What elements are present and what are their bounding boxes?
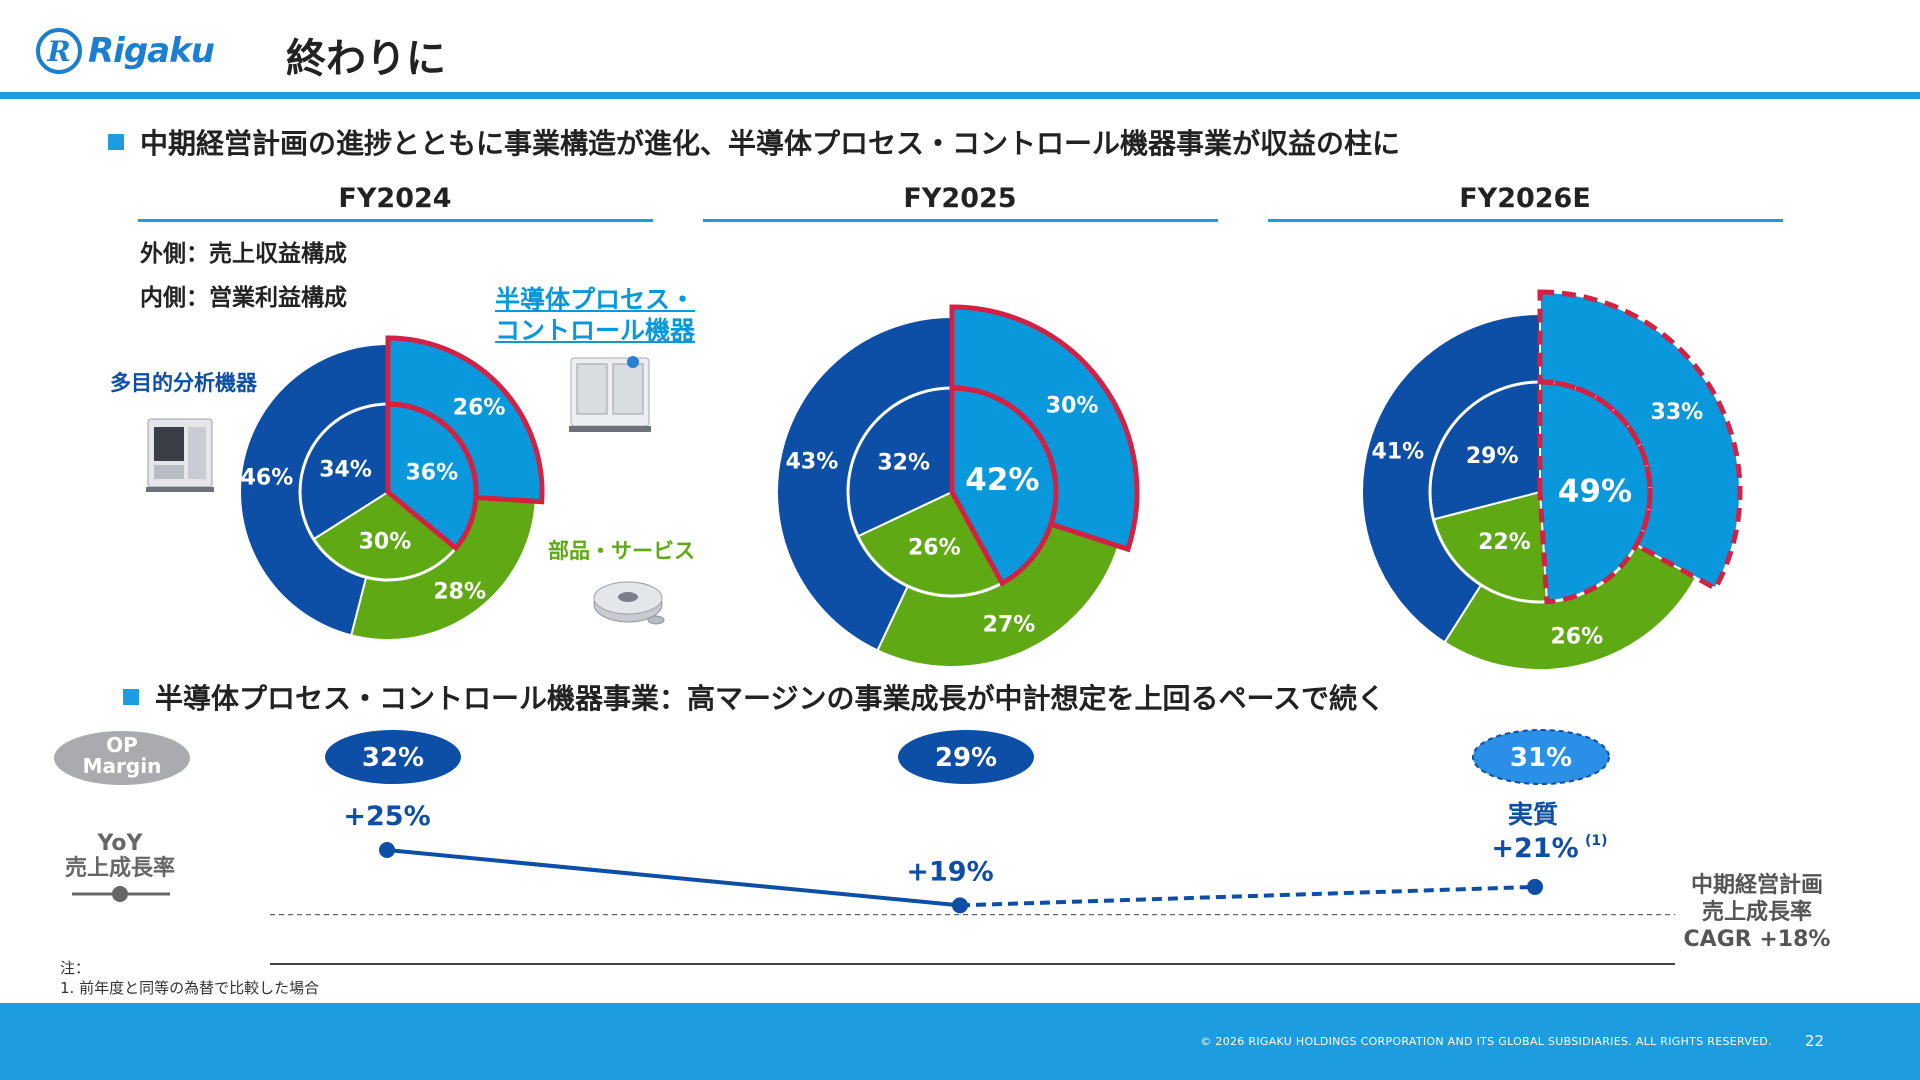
yoy-point-1: [952, 897, 968, 914]
op-margin-label-line1: OP: [106, 733, 138, 757]
bullet-square-icon: [108, 134, 124, 150]
yoy-footnote-marker: (1): [1585, 833, 1608, 849]
header: R Rigaku 終わりに: [0, 0, 1920, 100]
outer-label-parts-fy2024: 28%: [433, 580, 486, 605]
op-margin-pill-2: [1472, 729, 1610, 785]
outer-label-multipurpose-fy2024: 46%: [241, 466, 294, 491]
outer-label-parts-fy2026e: 26%: [1550, 624, 1603, 649]
yoy-point-0: [379, 842, 395, 858]
outer-label-multipurpose-fy2026e: 41%: [1372, 440, 1425, 465]
inner-label-parts-fy2024: 30%: [359, 529, 412, 554]
rigaku-logo: R Rigaku: [36, 28, 215, 74]
page-title: 終わりに: [286, 36, 446, 82]
inner-label-multipurpose-fy2024: 34%: [319, 458, 372, 483]
bullet-1: 中期経営計画の進捗とともに事業構造が進化、半導体プロセス・コントロール機器事業が…: [108, 122, 1400, 162]
highlight-outer-fy2026e: [1537, 289, 1743, 592]
header-divider: [0, 92, 1920, 99]
segment-label-semiconductor-line1: 半導体プロセス・: [495, 285, 696, 314]
bullet-1-text: 中期経営計画の進捗とともに事業構造が進化、半導体プロセス・コントロール機器事業が…: [140, 127, 1401, 160]
highlight-inner-fy2025: [949, 385, 1059, 587]
donut-fy2025: 30% 42% 27% 26% 43% 32%: [776, 304, 1140, 668]
donut-charts: 26% 36% 28% 30% 46% 34% 30% 42% 27% 26% 43% 32% 33% 4…: [239, 289, 1743, 671]
inner-label-semiconductor-fy2024: 36%: [405, 460, 458, 485]
op-margin-value-2: 31%: [1510, 743, 1572, 773]
cagr-label-line1: 中期経営計画: [1691, 872, 1823, 898]
outer-label-semiconductor-fy2026e: 33%: [1651, 400, 1704, 425]
fy-rule-2025: [703, 219, 1218, 222]
parts-component-image: [593, 581, 665, 625]
bullet-square-icon: [123, 689, 139, 705]
fy-label-2025: FY2025: [903, 183, 1017, 214]
legend-inner: 内側：営業利益構成: [140, 285, 347, 311]
notes: 注： 1. 前年度と同等の為替で比較した場合: [60, 958, 319, 998]
highlight-inner-fy2026e: [1537, 379, 1653, 605]
yoy-line-forecast: [959, 884, 1536, 908]
inner-label-parts-fy2025: 26%: [908, 535, 961, 560]
fy-label-2024: FY2024: [338, 183, 452, 214]
notes-title: 注：: [60, 959, 91, 977]
outer-label-semiconductor-fy2024: 26%: [453, 395, 506, 420]
segment-label-multipurpose: 多目的分析機器: [110, 371, 257, 395]
inner-label-multipurpose-fy2026e: 29%: [1466, 444, 1519, 469]
multipurpose-instrument-image: [146, 418, 214, 492]
bullet-2-text: 半導体プロセス・コントロール機器事業：高マージンの事業成長が中計想定を上回るペー…: [155, 682, 1386, 715]
yoy-label-1: +19%: [906, 856, 993, 887]
donut-fy2026e: 33% 49% 26% 22% 41% 29%: [1361, 289, 1743, 671]
op-margin-pill-0: [325, 730, 461, 784]
logo-mark-letter: R: [47, 34, 71, 68]
highlight-inner-fy2024: [385, 401, 479, 552]
op-margin-value-0: 32%: [362, 743, 424, 773]
rigaku-logo-icon: R: [36, 28, 82, 74]
inner-label-semiconductor-fy2026e: 49%: [1558, 473, 1632, 509]
page-number: 22: [1804, 1032, 1824, 1050]
inner-label-parts-fy2026e: 22%: [1478, 530, 1531, 555]
fy-label-2026e: FY2026E: [1459, 183, 1591, 214]
outer-label-semiconductor-fy2025: 30%: [1046, 394, 1099, 419]
donut-fy2024: 26% 36% 28% 30% 46% 34%: [239, 335, 545, 641]
yoy-label-line2: 売上成長率: [65, 855, 175, 881]
outer-label-parts-fy2025: 27%: [983, 613, 1036, 638]
fy-rule-2026e: [1268, 219, 1783, 222]
inner-label-multipurpose-fy2025: 32%: [877, 450, 930, 475]
yoy-label-0: +25%: [343, 801, 430, 832]
yoy-label-line1: YoY: [97, 831, 144, 856]
semiconductor-instrument-image: [569, 356, 651, 432]
yoy-line-actual: [386, 848, 961, 908]
segment-label-parts: 部品・サービス: [548, 539, 695, 563]
segment-label-semiconductor-line2: コントロール機器: [495, 316, 696, 345]
footer: © 2026 RIGAKU HOLDINGS CORPORATION AND I…: [0, 1003, 1920, 1080]
logo-text: Rigaku: [88, 31, 215, 71]
outer-label-multipurpose-fy2025: 43%: [786, 450, 839, 475]
yoy-label-2: +21%: [1491, 833, 1578, 864]
op-margin-label-line2: Margin: [83, 754, 162, 778]
bullet-2: 半導体プロセス・コントロール機器事業：高マージンの事業成長が中計想定を上回るペー…: [123, 677, 1385, 717]
cagr-label-line3: CAGR +18%: [1684, 927, 1831, 952]
copyright: © 2026 RIGAKU HOLDINGS CORPORATION AND I…: [1200, 1035, 1772, 1048]
note-item-1: 1. 前年度と同等の為替で比較した場合: [60, 979, 320, 997]
yoy-legend-dot: [112, 886, 128, 902]
legend-outer: 外側：売上収益構成: [140, 241, 347, 267]
cagr-label-line2: 売上成長率: [1702, 899, 1812, 925]
yoy-point-2: [1527, 878, 1543, 895]
op-margin-label-pill: [54, 731, 190, 785]
op-margin-value-1: 29%: [935, 743, 997, 773]
yoy-fy2026-note: 実質: [1508, 800, 1558, 829]
segment-label-semiconductor: 半導体プロセス・ コントロール機器: [495, 284, 695, 346]
fy-rule-2024: [138, 219, 653, 222]
op-margin-pill-1: [898, 730, 1034, 784]
inner-label-semiconductor-fy2025: 42%: [965, 462, 1039, 498]
